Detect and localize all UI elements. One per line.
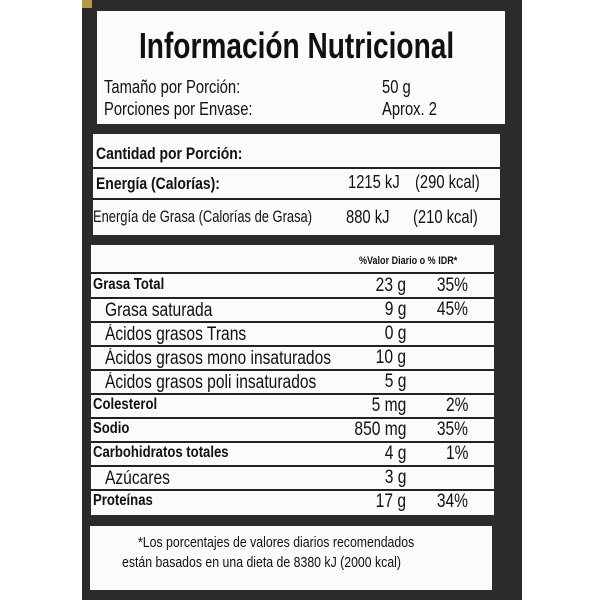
amount-per-serving-label: Cantidad por Porción: <box>96 144 243 163</box>
footnote-box: *Los porcentajes de valores diarios reco… <box>90 526 492 590</box>
nutrient-daily-value: 45% <box>436 299 468 320</box>
nutrient-daily-value: 34% <box>436 491 468 512</box>
divider <box>91 393 494 395</box>
divider <box>91 297 494 299</box>
divider <box>91 489 494 491</box>
divider <box>93 167 500 169</box>
nutrient-name: Ácidos grasos mono insaturados <box>105 348 332 369</box>
nutrient-daily-value: 2% <box>445 395 468 416</box>
energy-box: Cantidad por Porción: Energía (Calorías)… <box>93 134 500 235</box>
divider <box>91 417 494 419</box>
nutrient-daily-value: 35% <box>436 419 468 440</box>
nutrient-row: Carbohidratos totales 4 g 1% <box>91 442 494 467</box>
nutrient-name: Ácidos grasos Trans <box>105 324 247 345</box>
nutrient-amount: 17 g <box>375 491 406 512</box>
nutrient-name: Grasa Total <box>93 276 165 293</box>
nutrient-amount: 3 g <box>384 467 406 488</box>
divider <box>91 345 494 347</box>
nutrient-daily-value: 35% <box>436 275 468 296</box>
energy-kj: 1215 kJ <box>348 172 400 192</box>
nutrient-amount: 23 g <box>375 275 406 296</box>
nutrient-amount: 5 mg <box>371 395 406 416</box>
nutrient-amount: 0 g <box>384 323 406 344</box>
title: Información Nutricional <box>139 25 455 66</box>
nutrient-name: Sodio <box>93 420 130 437</box>
nutrient-row: Ácidos grasos mono insaturados 10 g <box>91 346 494 371</box>
nutrient-name: Azúcares <box>105 468 170 489</box>
nutrient-row: Ácidos grasos Trans 0 g <box>91 322 494 347</box>
fat-energy-kcal: (210 kcal) <box>413 207 478 227</box>
nutrient-row: Proteínas 17 g 34% <box>91 490 494 514</box>
nutrient-name: Grasa saturada <box>105 300 213 321</box>
divider <box>91 465 494 467</box>
nutrient-row: Azúcares 3 g <box>91 466 494 491</box>
nutrient-amount: 10 g <box>375 347 406 368</box>
servings-per-container-label: Porciones por Envase: <box>104 99 253 119</box>
nutrient-amount: 5 g <box>384 371 406 392</box>
nutrient-row: Grasa Total 23 g 35% <box>91 274 494 299</box>
nutrient-row: Colesterol 5 mg 2% <box>91 394 494 419</box>
nutrient-amount: 9 g <box>384 299 406 320</box>
servings-per-container-value: Aprox. 2 <box>382 99 437 119</box>
divider <box>91 369 494 371</box>
nutrient-row: Ácidos grasos poli insaturados 5 g <box>91 370 494 395</box>
divider <box>93 198 500 200</box>
nutrient-name: Ácidos grasos poli insaturados <box>105 372 317 393</box>
energy-kcal: (290 kcal) <box>415 172 480 192</box>
nutrient-row: Sodio 850 mg 35% <box>91 418 494 443</box>
energy-label: Energía (Calorías): <box>96 174 220 193</box>
footnote-line-2: están basados en una dieta de 8380 kJ (2… <box>122 554 402 571</box>
header-box: Información Nutricional Tamaño por Porci… <box>97 11 505 124</box>
fat-energy-label: Energía de Grasa (Calorías de Grasa) <box>93 207 313 226</box>
nutrient-daily-value: 1% <box>445 443 468 464</box>
serving-size-value: 50 g <box>382 77 411 97</box>
nutrient-amount: 850 mg <box>354 419 406 440</box>
nutrient-amount: 4 g <box>384 443 406 464</box>
serving-size-label: Tamaño por Porción: <box>104 77 241 97</box>
nutrients-table: %Valor Diario o % IDR* Grasa Total 23 g 35… <box>91 245 494 515</box>
nutrient-name: Carbohidratos totales <box>93 444 229 461</box>
footnote-line-1: *Los porcentajes de valores diarios reco… <box>138 534 415 551</box>
divider <box>91 321 494 323</box>
daily-value-header: %Valor Diario o % IDR* <box>359 255 458 267</box>
divider <box>91 272 494 274</box>
nutrient-row: Grasa saturada 9 g 45% <box>91 298 494 323</box>
fat-energy-kj: 880 kJ <box>346 207 390 227</box>
nutrient-name: Colesterol <box>93 396 158 413</box>
gold-trim <box>82 0 92 8</box>
divider <box>91 441 494 443</box>
nutrient-name: Proteínas <box>93 492 153 509</box>
